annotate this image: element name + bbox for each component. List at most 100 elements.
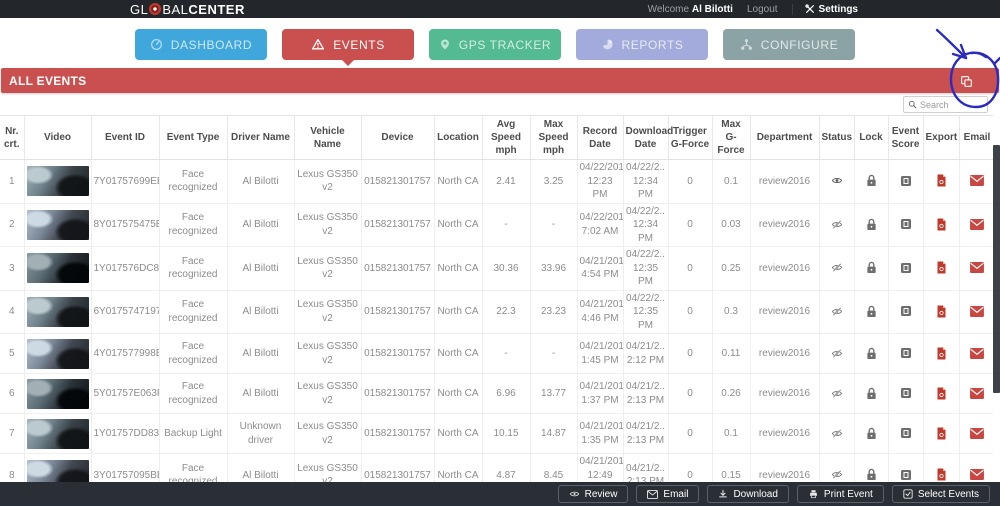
event-id-cell: 6Y0175747197 (91, 290, 160, 334)
eye-off-icon[interactable] (830, 469, 844, 480)
video-thumbnail[interactable] (26, 418, 89, 449)
tab-configure[interactable]: CONFIGURE (723, 29, 855, 60)
device-cell: 015821301757 (361, 413, 435, 454)
lock-icon[interactable] (866, 347, 877, 360)
pdf-icon[interactable] (936, 427, 947, 440)
envelope-icon[interactable] (970, 218, 984, 230)
eye-off-icon[interactable] (830, 306, 844, 317)
download-date-cell: 04/22/2.. 12:34 PM (623, 203, 669, 247)
select-events-button[interactable]: Select Events (891, 485, 990, 503)
eye-off-icon[interactable] (830, 219, 844, 230)
trigger-gforce-cell: 0 (668, 453, 713, 483)
eye-off-icon[interactable] (830, 428, 844, 439)
video-thumbnail[interactable] (26, 378, 89, 409)
score-icon[interactable] (900, 305, 912, 317)
pdf-icon[interactable] (936, 261, 947, 274)
envelope-icon[interactable] (970, 387, 984, 399)
settings-button[interactable]: Settings (791, 3, 858, 15)
print-event-button[interactable]: Print Event (796, 485, 884, 503)
email-cell (959, 290, 993, 334)
max-gforce-cell: 0.03 (712, 203, 751, 247)
footer-action-bar: Review Email Download Print Event Select… (0, 482, 1000, 506)
tab-events[interactable]: EVENTS (282, 29, 414, 66)
envelope-icon[interactable] (970, 262, 984, 274)
video-thumbnail[interactable] (26, 296, 89, 327)
event-id-cell: 7Y01757699EB (91, 159, 160, 204)
video-thumbnail[interactable] (26, 209, 89, 240)
download-date-cell: 04/22/2.. 12:34 PM (623, 159, 669, 204)
video-cell (24, 333, 92, 374)
column-header: Max G-Force (712, 115, 751, 160)
video-thumbnail[interactable] (26, 338, 89, 369)
column-header: Driver Name (227, 115, 295, 160)
envelope-icon[interactable] (970, 305, 984, 317)
lock-icon[interactable] (866, 427, 877, 440)
lock-icon[interactable] (866, 387, 877, 400)
lock-cell (854, 453, 889, 483)
video-thumbnail[interactable] (26, 166, 89, 197)
lock-cell (854, 246, 889, 291)
trigger-gforce-cell: 0 (668, 333, 713, 374)
video-thumbnail[interactable] (26, 460, 89, 483)
driver-name-cell: Al Bilotti (227, 290, 295, 334)
review-button[interactable]: Review (557, 485, 629, 503)
score-icon[interactable] (900, 218, 912, 230)
video-cell (24, 290, 92, 334)
envelope-icon[interactable] (970, 427, 984, 439)
event-id-cell: 3Y01757095BB (91, 453, 160, 483)
driver-name-cell: Al Bilotti (227, 453, 295, 483)
score-icon[interactable] (900, 427, 912, 439)
lock-icon[interactable] (866, 218, 877, 231)
score-icon[interactable] (900, 175, 912, 187)
department-cell: review2016 (750, 159, 820, 204)
download-button[interactable]: Download (707, 485, 789, 503)
logout-link[interactable]: Logout (746, 3, 778, 15)
envelope-icon[interactable] (970, 347, 984, 359)
pdf-icon[interactable] (936, 468, 947, 481)
score-icon[interactable] (900, 262, 912, 274)
table-row: 4 6Y0175747197 Face recognized Al Bilotti Le… (0, 290, 993, 334)
score-icon[interactable] (900, 469, 912, 481)
pdf-icon[interactable] (936, 218, 947, 231)
driver-name-cell: Al Bilotti (227, 246, 295, 291)
email-button[interactable]: Email (636, 485, 700, 503)
eye-off-icon[interactable] (830, 262, 844, 273)
envelope-icon (647, 489, 659, 499)
logo-text-bold: CENTER (188, 1, 245, 17)
status-cell (819, 203, 855, 247)
status-cell (819, 246, 855, 291)
download-icon (719, 489, 728, 498)
video-thumbnail[interactable] (26, 253, 89, 284)
pdf-icon[interactable] (936, 387, 947, 400)
tab-reports[interactable]: REPORTS (576, 29, 708, 60)
table-row: 3 1Y017576DC88 Face recognized Al Bilotti Le… (0, 246, 993, 291)
score-icon[interactable] (900, 387, 912, 399)
vehicle-name-cell: Lexus GS350 v2 (294, 203, 362, 247)
score-icon[interactable] (900, 347, 912, 359)
pdf-icon[interactable] (936, 174, 947, 187)
lock-icon[interactable] (866, 174, 877, 187)
eye-off-icon[interactable] (830, 348, 844, 359)
pdf-icon[interactable] (936, 305, 947, 318)
eye-off-icon[interactable] (830, 388, 844, 399)
lock-icon[interactable] (866, 468, 877, 481)
lock-icon[interactable] (866, 261, 877, 274)
tab-gps-tracker[interactable]: GPS TRACKER (429, 29, 561, 60)
trigger-gforce-cell: 0 (668, 203, 713, 247)
column-header: Trigger G-Force (668, 115, 713, 160)
vehicle-name-cell: Lexus GS350 v2 (294, 453, 362, 483)
copy-events-button[interactable] (957, 72, 975, 90)
envelope-icon[interactable] (970, 469, 984, 481)
trigger-gforce-cell: 0 (668, 413, 713, 454)
envelope-icon[interactable] (970, 175, 984, 187)
driver-name-cell: Al Bilotti (227, 159, 295, 204)
lock-icon[interactable] (866, 305, 877, 318)
location-cell: North CA (434, 246, 483, 291)
eye-icon[interactable] (830, 175, 844, 186)
lock-cell (854, 333, 889, 374)
export-cell (923, 453, 960, 483)
tab-dashboard[interactable]: DASHBOARD (135, 29, 267, 60)
pdf-icon[interactable] (936, 347, 947, 360)
vertical-scrollbar[interactable] (993, 145, 1000, 393)
search-input[interactable] (920, 99, 980, 110)
